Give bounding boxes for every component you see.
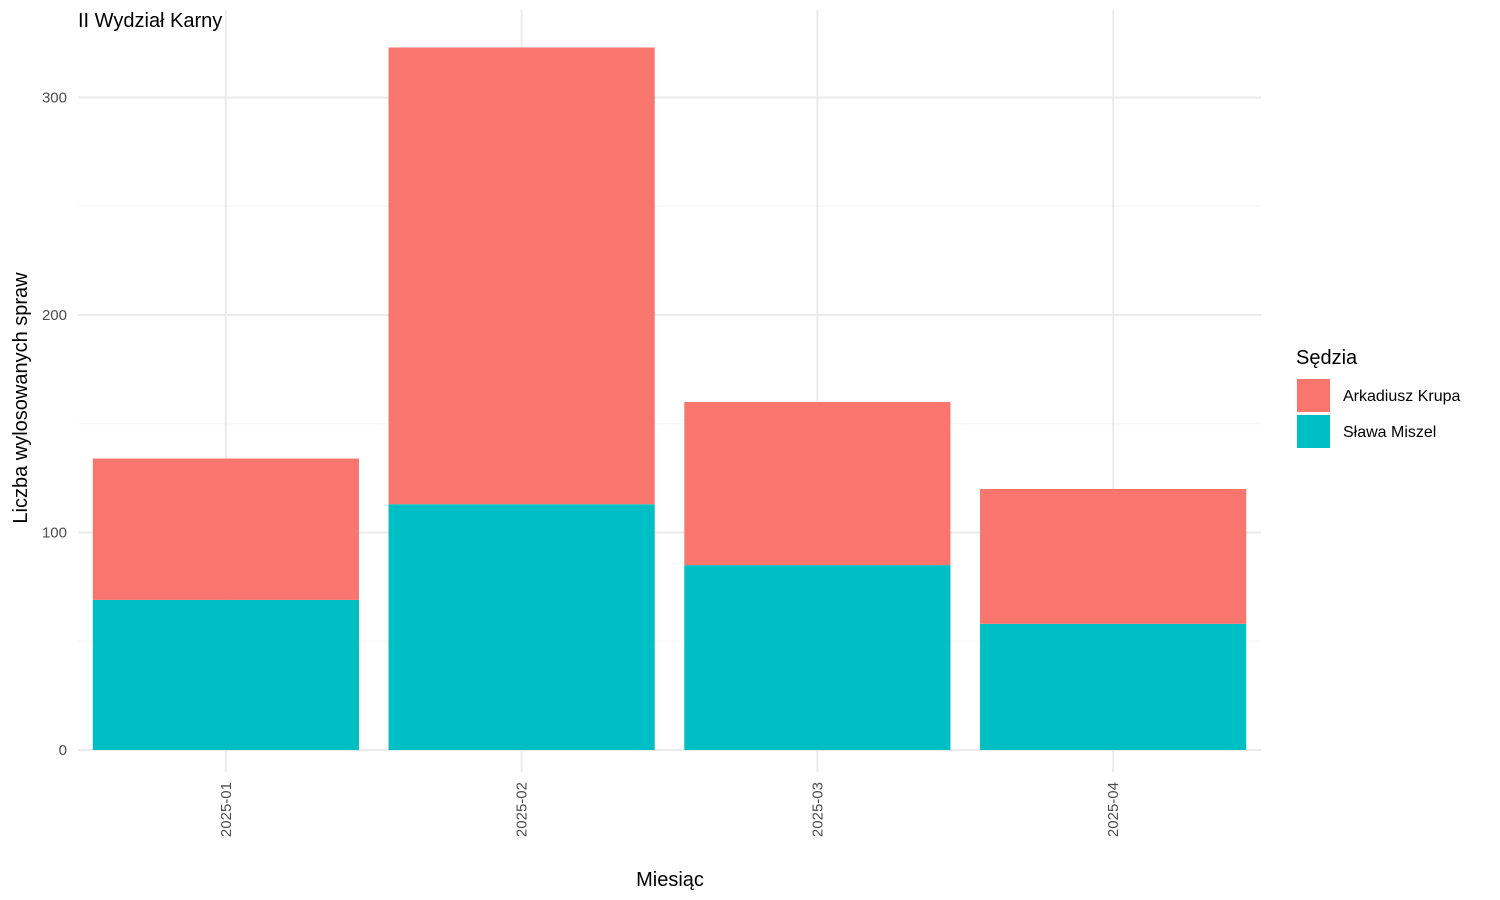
- y-tick-label: 300: [42, 90, 67, 107]
- legend: Sędzia Arkadiusz Krupa Sława Miszel: [1296, 347, 1460, 448]
- x-tick-label: 2025-04: [1105, 782, 1122, 837]
- legend-title: Sędzia: [1296, 347, 1358, 369]
- bar-arkadiusz-krupa-2025-04: [980, 489, 1247, 624]
- y-axis-ticks: 0 100 200 300: [42, 90, 67, 760]
- bar-arkadiusz-krupa-2025-02: [388, 47, 655, 505]
- bar-arkadiusz-krupa-2025-03: [684, 402, 951, 566]
- legend-swatch: [1297, 415, 1330, 448]
- x-axis-ticks: 2025-01 2025-02 2025-03 2025-04: [218, 782, 1122, 837]
- y-tick-label: 100: [42, 525, 67, 542]
- legend-items: Arkadiusz Krupa Sława Miszel: [1297, 379, 1460, 448]
- x-tick-label: 2025-01: [218, 782, 235, 837]
- chart-title: II Wydział Karny: [78, 10, 222, 32]
- x-tick-label: 2025-03: [809, 782, 826, 837]
- y-tick-label: 0: [59, 742, 67, 759]
- legend-label: Arkadiusz Krupa: [1343, 388, 1460, 405]
- y-tick-label: 200: [42, 307, 67, 324]
- x-tick-label: 2025-02: [514, 782, 531, 837]
- bar-arkadiusz-krupa-2025-01: [92, 458, 359, 600]
- legend-label: Sława Miszel: [1343, 424, 1436, 441]
- bar-s-awa-miszel-2025-04: [980, 623, 1247, 750]
- bar-s-awa-miszel-2025-03: [684, 565, 951, 750]
- bar-s-awa-miszel-2025-02: [388, 504, 655, 750]
- bars: [92, 47, 1247, 750]
- legend-swatch: [1297, 379, 1330, 412]
- y-axis-title: Liczba wylosowanych spraw: [10, 272, 32, 524]
- bar-s-awa-miszel-2025-01: [92, 599, 359, 750]
- x-axis-title: Miesiąc: [636, 869, 704, 891]
